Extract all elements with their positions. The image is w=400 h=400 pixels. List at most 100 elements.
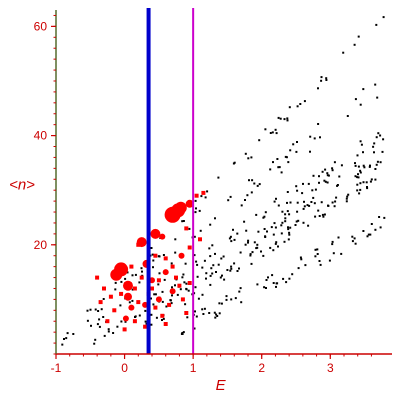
black-dot [374,83,377,86]
black-dot [359,169,362,172]
y-axis-title: <n> [9,177,35,194]
black-dot [379,161,382,164]
black-dot [250,156,253,159]
black-dot [248,179,250,182]
black-dot [249,254,252,257]
black-dot [283,118,286,121]
black-dot [214,217,216,220]
black-dot [182,220,185,222]
black-dot [186,316,189,319]
red-circle-point [123,280,133,291]
black-dot [155,316,158,319]
black-dot [289,149,292,152]
black-dot [247,157,250,160]
black-dot [90,324,92,327]
black-dot [280,171,283,174]
black-dot [286,210,289,213]
black-dot [333,161,336,164]
red-circle-point [122,315,129,322]
black-dot [346,195,349,198]
black-dot [218,312,221,315]
black-dot [340,164,343,167]
black-dot [308,204,311,207]
black-dot [251,179,254,182]
red-square-point [194,193,199,198]
red-square-point [153,253,158,258]
black-dot [247,239,250,242]
black-dot [325,79,328,81]
black-dot [93,342,96,345]
y-tick-label: 20 [34,238,48,252]
black-dot [120,320,123,323]
black-dot [331,243,334,246]
black-dot [269,132,272,134]
black-dot [102,316,105,318]
black-dot [299,103,302,105]
black-dot [267,276,269,279]
black-dot [313,202,316,205]
black-dot [359,188,362,191]
black-dot [366,186,368,188]
black-dot [253,241,256,244]
black-dot [294,224,297,226]
black-dot [98,318,101,321]
black-dot [346,115,349,117]
black-dot [234,297,237,300]
black-dot [317,209,320,212]
black-dot [107,328,110,331]
black-dot [377,132,380,135]
black-dot [200,195,203,198]
red-circle-point [162,269,169,276]
black-dot [246,194,249,197]
black-dot [182,331,185,334]
black-dot [354,162,356,165]
black-dot [264,211,267,214]
black-dot [245,229,248,232]
black-dot [345,200,348,203]
red-square-point [163,322,168,326]
black-dot [320,201,323,204]
black-dot [131,288,134,291]
black-dot [182,273,185,276]
black-dot [262,254,265,257]
black-dot [357,35,360,38]
black-dot [86,309,89,312]
black-dot [217,263,220,266]
black-dot [356,154,359,157]
black-dot [65,337,68,340]
black-dot [347,193,350,196]
black-dot [320,76,323,79]
black-dot [356,176,359,179]
black-dot [276,282,279,285]
black-dot [220,302,223,305]
black-dot [295,220,298,223]
black-dot [356,183,359,186]
red-square-point [132,286,137,291]
black-dot [287,228,290,231]
black-dot [359,140,362,143]
black-dot [303,100,306,103]
black-dot [296,189,299,192]
black-dot [307,182,310,185]
red-square-point [156,278,161,283]
black-dot [209,223,212,226]
black-dot [124,320,127,323]
black-dot [283,240,286,243]
black-dot [302,207,305,210]
black-dot [230,267,233,270]
x-tick-label: -1 [51,361,62,375]
black-dot [134,316,136,318]
black-dot [286,201,288,204]
black-dot [126,271,129,274]
black-dot [94,338,97,341]
black-dot [171,286,173,289]
red-square-point [201,190,206,195]
black-dot [197,297,200,300]
black-dot [181,333,184,335]
black-dot [119,304,122,307]
black-dot [379,226,382,229]
black-dot [181,276,184,279]
black-dot [201,266,204,269]
black-dot [295,185,298,188]
